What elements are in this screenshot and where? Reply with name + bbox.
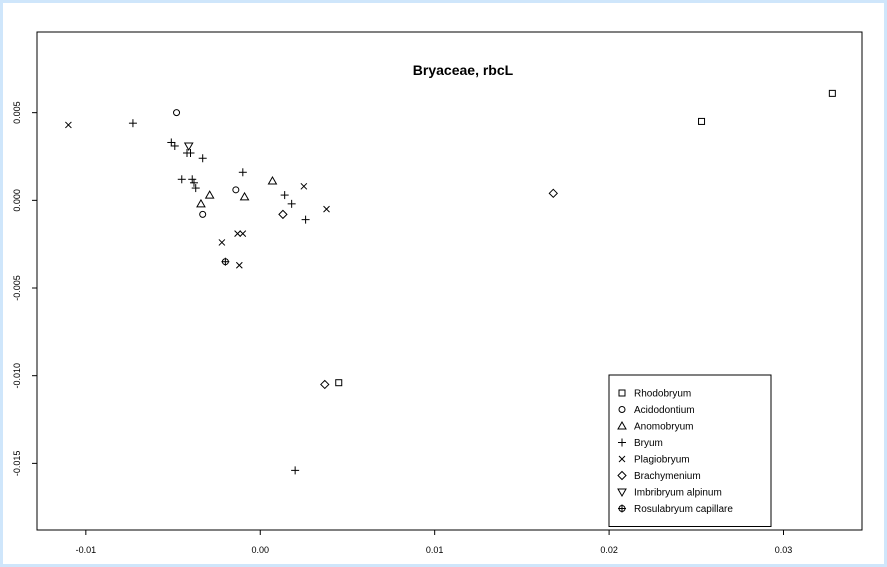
point-plagiobryum: [300, 182, 308, 190]
point-plagiobryum: [323, 205, 330, 213]
point-bryum: [170, 141, 179, 150]
legend-marker-imbribryum-alpinum: [617, 488, 627, 498]
point-anomobryum: [196, 198, 206, 208]
point-bryum: [128, 119, 137, 128]
chart-title: Bryaceae, rbcL: [413, 62, 514, 78]
legend-label-rhodobryum: Rhodobryum: [634, 389, 691, 400]
point-plagiobryum: [234, 230, 241, 238]
point-anomobryum: [239, 191, 250, 201]
point-bryum: [189, 178, 198, 187]
legend-label-anomobryum: Anomobryum: [634, 422, 693, 433]
point-acidodontium: [232, 186, 240, 194]
point-rhodobryum: [698, 117, 706, 125]
point-rhodobryum: [828, 89, 836, 97]
point-plagiobryum: [65, 121, 72, 129]
point-brachymenium: [278, 209, 288, 220]
legend-label-plagiobryum: Plagiobryum: [634, 455, 690, 466]
x-tick-label: 0.03: [775, 545, 793, 555]
y-tick-label: 0.000: [12, 189, 22, 212]
point-bryum: [191, 184, 200, 193]
x-tick-label: 0.02: [600, 545, 618, 555]
point-rosulabryum-capillare: [221, 257, 230, 266]
point-bryum: [188, 175, 197, 184]
legend-marker-plagiobryum: [618, 455, 626, 463]
plot-area: [36, 31, 863, 531]
point-bryum: [287, 199, 296, 208]
point-bryum: [291, 466, 300, 475]
point-bryum: [177, 175, 186, 184]
legend-label-imbribryum-alpinum: Imbribryum alpinum: [634, 488, 722, 499]
legend-box: [608, 374, 772, 527]
point-bryum: [167, 138, 176, 147]
y-tick-label: -0.005: [12, 275, 22, 301]
y-tick-label: -0.010: [12, 363, 22, 389]
y-tick-label: -0.015: [12, 451, 22, 477]
point-anomobryum: [204, 190, 215, 199]
legend-marker-acidodontium: [618, 406, 626, 413]
legend-label-acidodontium: Acidodontium: [634, 405, 695, 416]
point-plagiobryum: [218, 239, 226, 246]
point-brachymenium: [320, 379, 330, 390]
point-imbribryum-alpinum: [183, 142, 194, 151]
legend-marker-rosulabryum-capillare: [618, 504, 626, 513]
x-tick-label: -0.01: [76, 545, 97, 555]
legend-marker-rhodobryum: [618, 389, 626, 397]
data-points: [65, 89, 836, 475]
point-anomobryum: [267, 176, 278, 185]
point-brachymenium: [548, 188, 558, 199]
point-bryum: [301, 215, 310, 224]
point-plagiobryum: [239, 230, 247, 238]
axes: -0.01 0.00 0.01 0.02 0.03 0.005 0.000 -0.005 -0.…: [12, 101, 792, 555]
point-bryum: [238, 168, 247, 177]
legend-marker-brachymenium: [617, 470, 627, 481]
point-plagiobryum: [235, 261, 243, 269]
y-tick-label: 0.005: [12, 101, 22, 124]
point-rhodobryum: [335, 379, 343, 387]
legend-marker-bryum: [618, 438, 626, 447]
point-bryum: [186, 148, 195, 157]
x-tick-label: 0.01: [426, 545, 444, 555]
point-bryum: [198, 154, 207, 163]
legend-marker-anomobryum: [617, 420, 627, 430]
point-bryum: [280, 191, 289, 200]
legend-label-brachymenium: Brachymenium: [634, 471, 701, 482]
point-acidodontium: [199, 210, 207, 218]
point-acidodontium: [173, 109, 181, 117]
legend-label-bryum: Bryum: [634, 438, 663, 449]
legend-label-rosulabryum-capillare: Rosulabryum capillare: [634, 504, 733, 515]
legend: Rhodobryum Acidodontium Anomobryum Bryum Pla…: [608, 374, 772, 527]
x-tick-label: 0.00: [251, 545, 269, 555]
